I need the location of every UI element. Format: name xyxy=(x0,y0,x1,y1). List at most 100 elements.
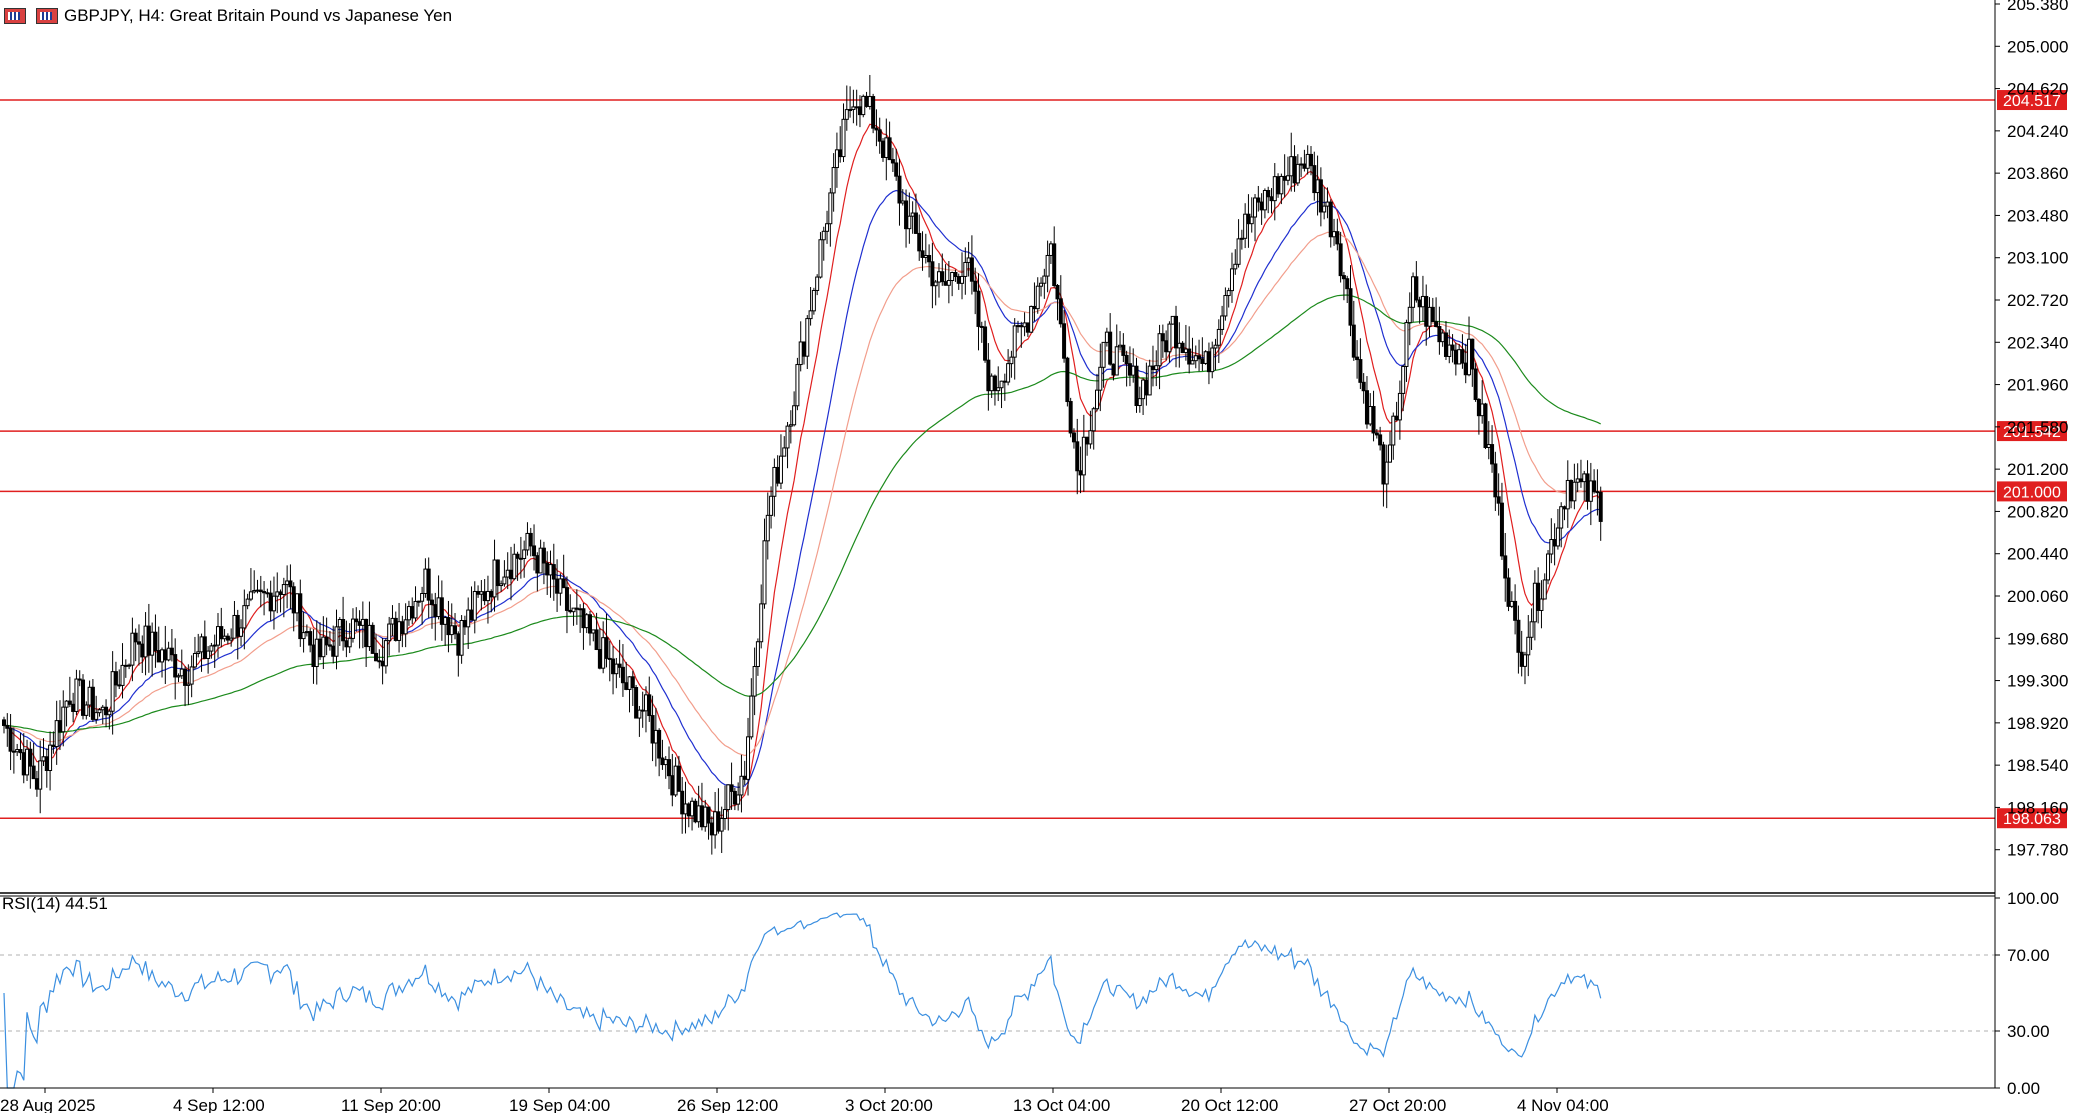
price-tick-label: 200.820 xyxy=(2007,502,2068,521)
candle-body xyxy=(456,633,461,656)
candle-body xyxy=(1289,156,1294,177)
candle-body xyxy=(163,649,168,661)
candle-body xyxy=(153,631,158,652)
candle-body xyxy=(1266,190,1271,198)
candle-body xyxy=(1368,406,1373,425)
candle-body xyxy=(657,729,662,759)
candle-body xyxy=(890,159,895,164)
candle-body xyxy=(515,553,520,559)
candle-body xyxy=(350,618,355,639)
candle-body xyxy=(871,96,876,129)
candle-body xyxy=(772,466,777,497)
candle-body xyxy=(1177,342,1182,349)
candle-body xyxy=(897,175,902,204)
candle-body xyxy=(466,609,471,628)
candle-body xyxy=(936,271,941,283)
candle-body xyxy=(1522,654,1527,667)
candle-body xyxy=(354,618,359,623)
candle-body xyxy=(439,597,444,625)
candle-body xyxy=(838,149,843,158)
rsi-indicator-label: RSI(14) 44.51 xyxy=(2,894,108,913)
candle-body xyxy=(887,137,892,161)
candle-body xyxy=(77,678,82,681)
candle-body xyxy=(423,568,428,595)
candle-body xyxy=(1526,636,1531,656)
candle-body xyxy=(1364,390,1369,425)
rsi-tick-label: 70.00 xyxy=(2007,946,2050,965)
candle-body xyxy=(426,568,431,601)
candle-body xyxy=(337,619,342,628)
candle-body xyxy=(1453,349,1458,365)
candle-body xyxy=(341,619,346,642)
candle-body xyxy=(1200,358,1205,364)
candle-body xyxy=(940,271,945,283)
candle-body xyxy=(1075,441,1080,472)
candle-body xyxy=(1285,175,1290,181)
candle-body xyxy=(156,650,161,663)
candle-body xyxy=(719,818,724,832)
candle-body xyxy=(318,638,323,658)
candle-body xyxy=(436,597,441,618)
candle-body xyxy=(1081,436,1086,476)
candle-body xyxy=(1002,380,1007,383)
candle-body xyxy=(558,578,563,594)
candle-body xyxy=(591,629,596,634)
candle-body xyxy=(1193,355,1198,362)
candle-body xyxy=(1302,163,1307,169)
candle-body xyxy=(479,591,484,595)
candle-body xyxy=(304,631,309,634)
candle-body xyxy=(1095,389,1100,410)
candle-body xyxy=(1411,276,1416,308)
candle-body xyxy=(1210,347,1215,373)
candle-body xyxy=(1582,473,1587,483)
level-tag-label: 201.542 xyxy=(2003,424,2061,441)
price-tick-label: 204.240 xyxy=(2007,122,2068,141)
candle-body xyxy=(1407,306,1412,324)
candle-body xyxy=(1048,243,1053,256)
candle-body xyxy=(1150,365,1155,371)
candle-body xyxy=(21,752,26,776)
candle-body xyxy=(722,809,727,820)
candle-body xyxy=(232,614,237,639)
candle-body xyxy=(1160,333,1165,342)
candle-body xyxy=(1292,156,1297,184)
candle-body xyxy=(696,805,701,823)
candle-body xyxy=(400,621,405,635)
candle-body xyxy=(1559,506,1564,529)
candle-body xyxy=(192,652,197,668)
candle-body xyxy=(739,775,744,796)
candle-body xyxy=(1480,403,1485,417)
candle-body xyxy=(347,637,352,648)
candle-body xyxy=(360,618,365,626)
price-tick-label: 203.860 xyxy=(2007,164,2068,183)
candle-body xyxy=(1552,539,1557,547)
candle-body xyxy=(1420,295,1425,308)
candle-body xyxy=(545,562,550,576)
candle-body xyxy=(380,660,385,667)
candle-body xyxy=(857,106,862,116)
candle-body xyxy=(825,223,830,232)
candle-body xyxy=(499,583,504,587)
candle-body xyxy=(1388,444,1393,463)
candle-body xyxy=(1032,305,1037,310)
price-tick-label: 200.060 xyxy=(2007,587,2068,606)
candle-body xyxy=(999,380,1004,389)
ma-line-1 xyxy=(3,123,1602,817)
candle-body xyxy=(867,96,872,107)
candle-body xyxy=(1134,365,1139,407)
candle-body xyxy=(1045,254,1050,277)
time-tick-label: 11 Sep 20:00 xyxy=(341,1096,441,1113)
candle-body xyxy=(746,736,751,780)
candle-body xyxy=(446,617,451,636)
candle-body xyxy=(387,623,392,642)
candle-body xyxy=(1450,344,1455,351)
candle-body xyxy=(252,590,257,593)
candle-body xyxy=(1279,175,1284,195)
candle-body xyxy=(1131,365,1136,376)
candle-body xyxy=(1009,356,1014,365)
candle-body xyxy=(1246,213,1251,225)
candle-body xyxy=(150,631,155,656)
candle-body xyxy=(281,584,286,595)
candle-body xyxy=(956,276,961,284)
